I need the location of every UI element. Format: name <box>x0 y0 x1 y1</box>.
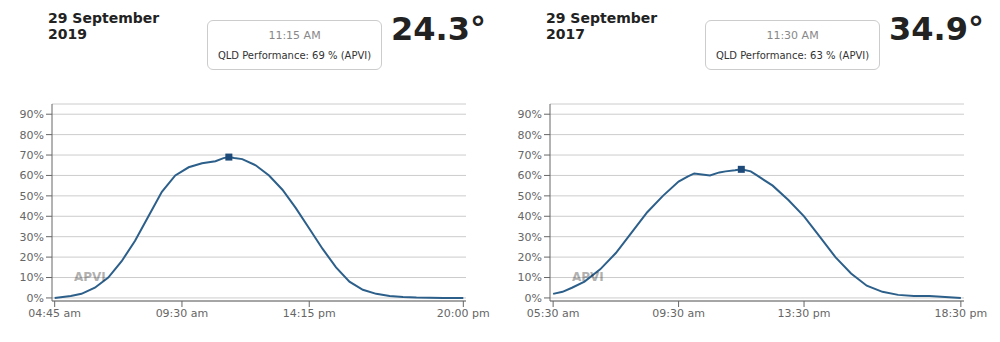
svg-text:40%: 40% <box>518 210 542 223</box>
svg-text:90%: 90% <box>518 108 542 121</box>
html-text:34.9°: 34.9° <box>889 10 984 48</box>
svg-text:50%: 50% <box>518 190 542 203</box>
svg-text:90%: 90% <box>20 108 44 121</box>
svg-text:80%: 80% <box>20 129 44 142</box>
html-text:APVI: APVI <box>572 270 604 284</box>
svg-text:18:30 pm: 18:30 pm <box>934 307 987 320</box>
svg-text:20%: 20% <box>518 251 542 264</box>
svg-text:80%: 80% <box>518 129 542 142</box>
svg-text:70%: 70% <box>518 149 542 162</box>
svg-text:0%: 0% <box>525 292 542 305</box>
html-text:29 September 2019: 29 September 2019 <box>48 10 160 42</box>
svg-text:60%: 60% <box>518 169 542 182</box>
html-text:24.3°: 24.3° <box>391 10 486 48</box>
svg-text:14:15 pm: 14:15 pm <box>283 307 336 320</box>
svg-text:09:30 am: 09:30 am <box>156 307 209 320</box>
svg-text:09:30 am: 09:30 am <box>652 307 705 320</box>
svg-text:50%: 50% <box>20 190 44 203</box>
svg-text:13:30 pm: 13:30 pm <box>778 307 831 320</box>
svg-text:0%: 0% <box>27 292 44 305</box>
html-text:11:30 AM: 11:30 AM <box>766 29 819 42</box>
svg-text:30%: 30% <box>518 231 542 244</box>
html-text:QLD Performance: 69 % (APVI): QLD Performance: 69 % (APVI) <box>217 50 372 61</box>
svg-text:60%: 60% <box>20 169 44 182</box>
html-text:11:15 AM: 11:15 AM <box>268 29 321 42</box>
svg-text:20%: 20% <box>20 251 44 264</box>
svg-text:10%: 10% <box>518 271 542 284</box>
svg-text:10%: 10% <box>20 271 44 284</box>
html-text:29 September 2017: 29 September 2017 <box>546 10 658 42</box>
html-text:APVI: APVI <box>74 270 106 284</box>
svg-text:05:30 am: 05:30 am <box>527 307 580 320</box>
svg-text:04:45 am: 04:45 am <box>28 307 81 320</box>
svg-text:40%: 40% <box>20 210 44 223</box>
html-text:QLD Performance: 63 % (APVI): QLD Performance: 63 % (APVI) <box>715 50 870 61</box>
svg-text:20:00 pm: 20:00 pm <box>437 307 490 320</box>
svg-text:70%: 70% <box>20 149 44 162</box>
svg-text:30%: 30% <box>20 231 44 244</box>
